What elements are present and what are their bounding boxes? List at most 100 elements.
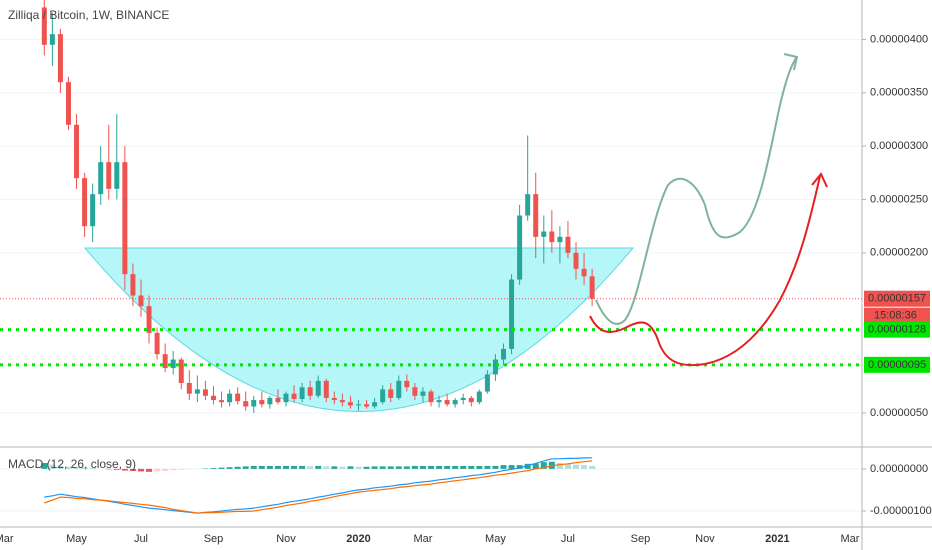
- candle-body: [517, 215, 523, 280]
- histogram-bar: [589, 465, 596, 469]
- candle-body: [98, 162, 104, 195]
- x-tick-label: May: [485, 533, 506, 545]
- y-tick-label: 0.00000250: [870, 193, 928, 205]
- histogram-bar: [129, 468, 136, 471]
- histogram-bar: [226, 467, 233, 469]
- histogram-bar: [89, 468, 96, 469]
- candle-body: [194, 389, 200, 394]
- candle-body: [573, 252, 579, 269]
- candle-body: [468, 397, 474, 403]
- histogram-bar: [323, 466, 330, 469]
- candle-body: [243, 401, 249, 407]
- histogram-bar: [282, 465, 289, 469]
- candle-body: [106, 162, 112, 189]
- candle-body: [154, 332, 160, 355]
- x-tick-label: Sep: [631, 533, 651, 545]
- candle-body: [138, 295, 144, 307]
- histogram-bar: [411, 465, 418, 469]
- histogram-bar: [516, 465, 523, 469]
- x-tick-label: Mar: [840, 533, 859, 545]
- histogram-bar: [540, 462, 547, 469]
- histogram-bar: [218, 467, 225, 469]
- y-tick-label: -0.00000100: [870, 505, 932, 517]
- histogram-bar: [564, 463, 571, 469]
- price-badge-label: 0.00000157: [868, 293, 926, 305]
- histogram-bar: [49, 464, 56, 469]
- candle-body: [347, 402, 353, 406]
- candle-body: [267, 397, 273, 405]
- candle-body: [565, 236, 571, 253]
- histogram-bar: [315, 465, 322, 469]
- histogram-bar: [379, 466, 386, 469]
- candle-body: [90, 194, 96, 227]
- histogram-bar: [331, 466, 338, 469]
- histogram-bar: [460, 465, 467, 469]
- candle-body: [460, 397, 466, 401]
- histogram-bar: [234, 466, 241, 469]
- candle-body: [533, 194, 539, 237]
- y-tick-label: 0.00000350: [870, 87, 928, 99]
- countdown-badge: [864, 307, 930, 324]
- bearish-projection: [589, 175, 821, 367]
- candle-body: [299, 387, 305, 399]
- histogram-bar: [387, 466, 394, 469]
- candle-body: [396, 380, 402, 398]
- histogram-bar: [508, 465, 515, 469]
- histogram-bar: [524, 463, 531, 469]
- histogram-bar: [81, 467, 88, 469]
- bullish-projection: [595, 57, 797, 325]
- candle-body: [235, 393, 241, 402]
- candle-body: [315, 380, 321, 396]
- candle-body: [275, 397, 281, 403]
- histogram-bar: [266, 465, 273, 469]
- histogram-bar: [299, 465, 306, 469]
- candle-body: [202, 389, 208, 396]
- candle-body: [364, 404, 370, 407]
- indicator-title: MACD (12, 26, close, 9): [8, 457, 136, 471]
- candle-body: [404, 380, 410, 388]
- histogram-bar: [162, 468, 169, 471]
- histogram-bar: [65, 466, 72, 469]
- candle-body: [355, 404, 361, 406]
- histogram-bar: [573, 464, 580, 469]
- histogram-bar: [419, 465, 426, 469]
- candle-body: [291, 393, 297, 399]
- candle-body: [283, 393, 289, 403]
- histogram-bar: [395, 466, 402, 469]
- histogram-bar: [339, 466, 346, 469]
- histogram-bar: [484, 465, 491, 469]
- histogram-bar: [41, 463, 48, 469]
- histogram-bar: [178, 468, 185, 470]
- candle-body: [227, 393, 233, 403]
- candle-body: [388, 389, 394, 398]
- x-tick-label: Nov: [276, 533, 296, 545]
- price-badge-label: 0.00000095: [868, 359, 926, 371]
- x-tick-label: Nov: [695, 533, 715, 545]
- candle-body: [476, 391, 482, 403]
- indicator-line: [44, 457, 593, 514]
- candle-body: [219, 400, 225, 403]
- histogram-bar: [258, 465, 265, 469]
- y-tick-label: 0.00000050: [870, 407, 928, 419]
- histogram-bar: [57, 465, 64, 469]
- histogram-bar: [428, 465, 434, 469]
- candle-body: [251, 400, 257, 407]
- candle-body: [557, 236, 563, 243]
- x-tick-label: 2020: [346, 533, 370, 545]
- countdown-label: 15:08:36: [874, 310, 917, 322]
- candle-body: [259, 400, 265, 405]
- histogram-bar: [113, 468, 120, 470]
- x-tick-label: Mar: [0, 533, 14, 545]
- x-tick-label: Jul: [134, 533, 148, 545]
- y-tick-label: 0.00000200: [870, 247, 928, 259]
- histogram-bar: [444, 465, 451, 469]
- histogram-bar: [242, 466, 249, 469]
- x-tick-label: Mar: [413, 533, 432, 545]
- candle-body: [130, 274, 136, 296]
- labels: Mar May Jul Sep Nov 2020 Mar May Jul Sep Nov 2021 Ma…: [0, 33, 932, 545]
- candle-body: [82, 178, 88, 227]
- histogram-bar: [154, 468, 161, 472]
- candle-body: [372, 402, 378, 407]
- chart-title: Zilliqa / Bitcoin, 1W, BINANCE: [8, 8, 169, 22]
